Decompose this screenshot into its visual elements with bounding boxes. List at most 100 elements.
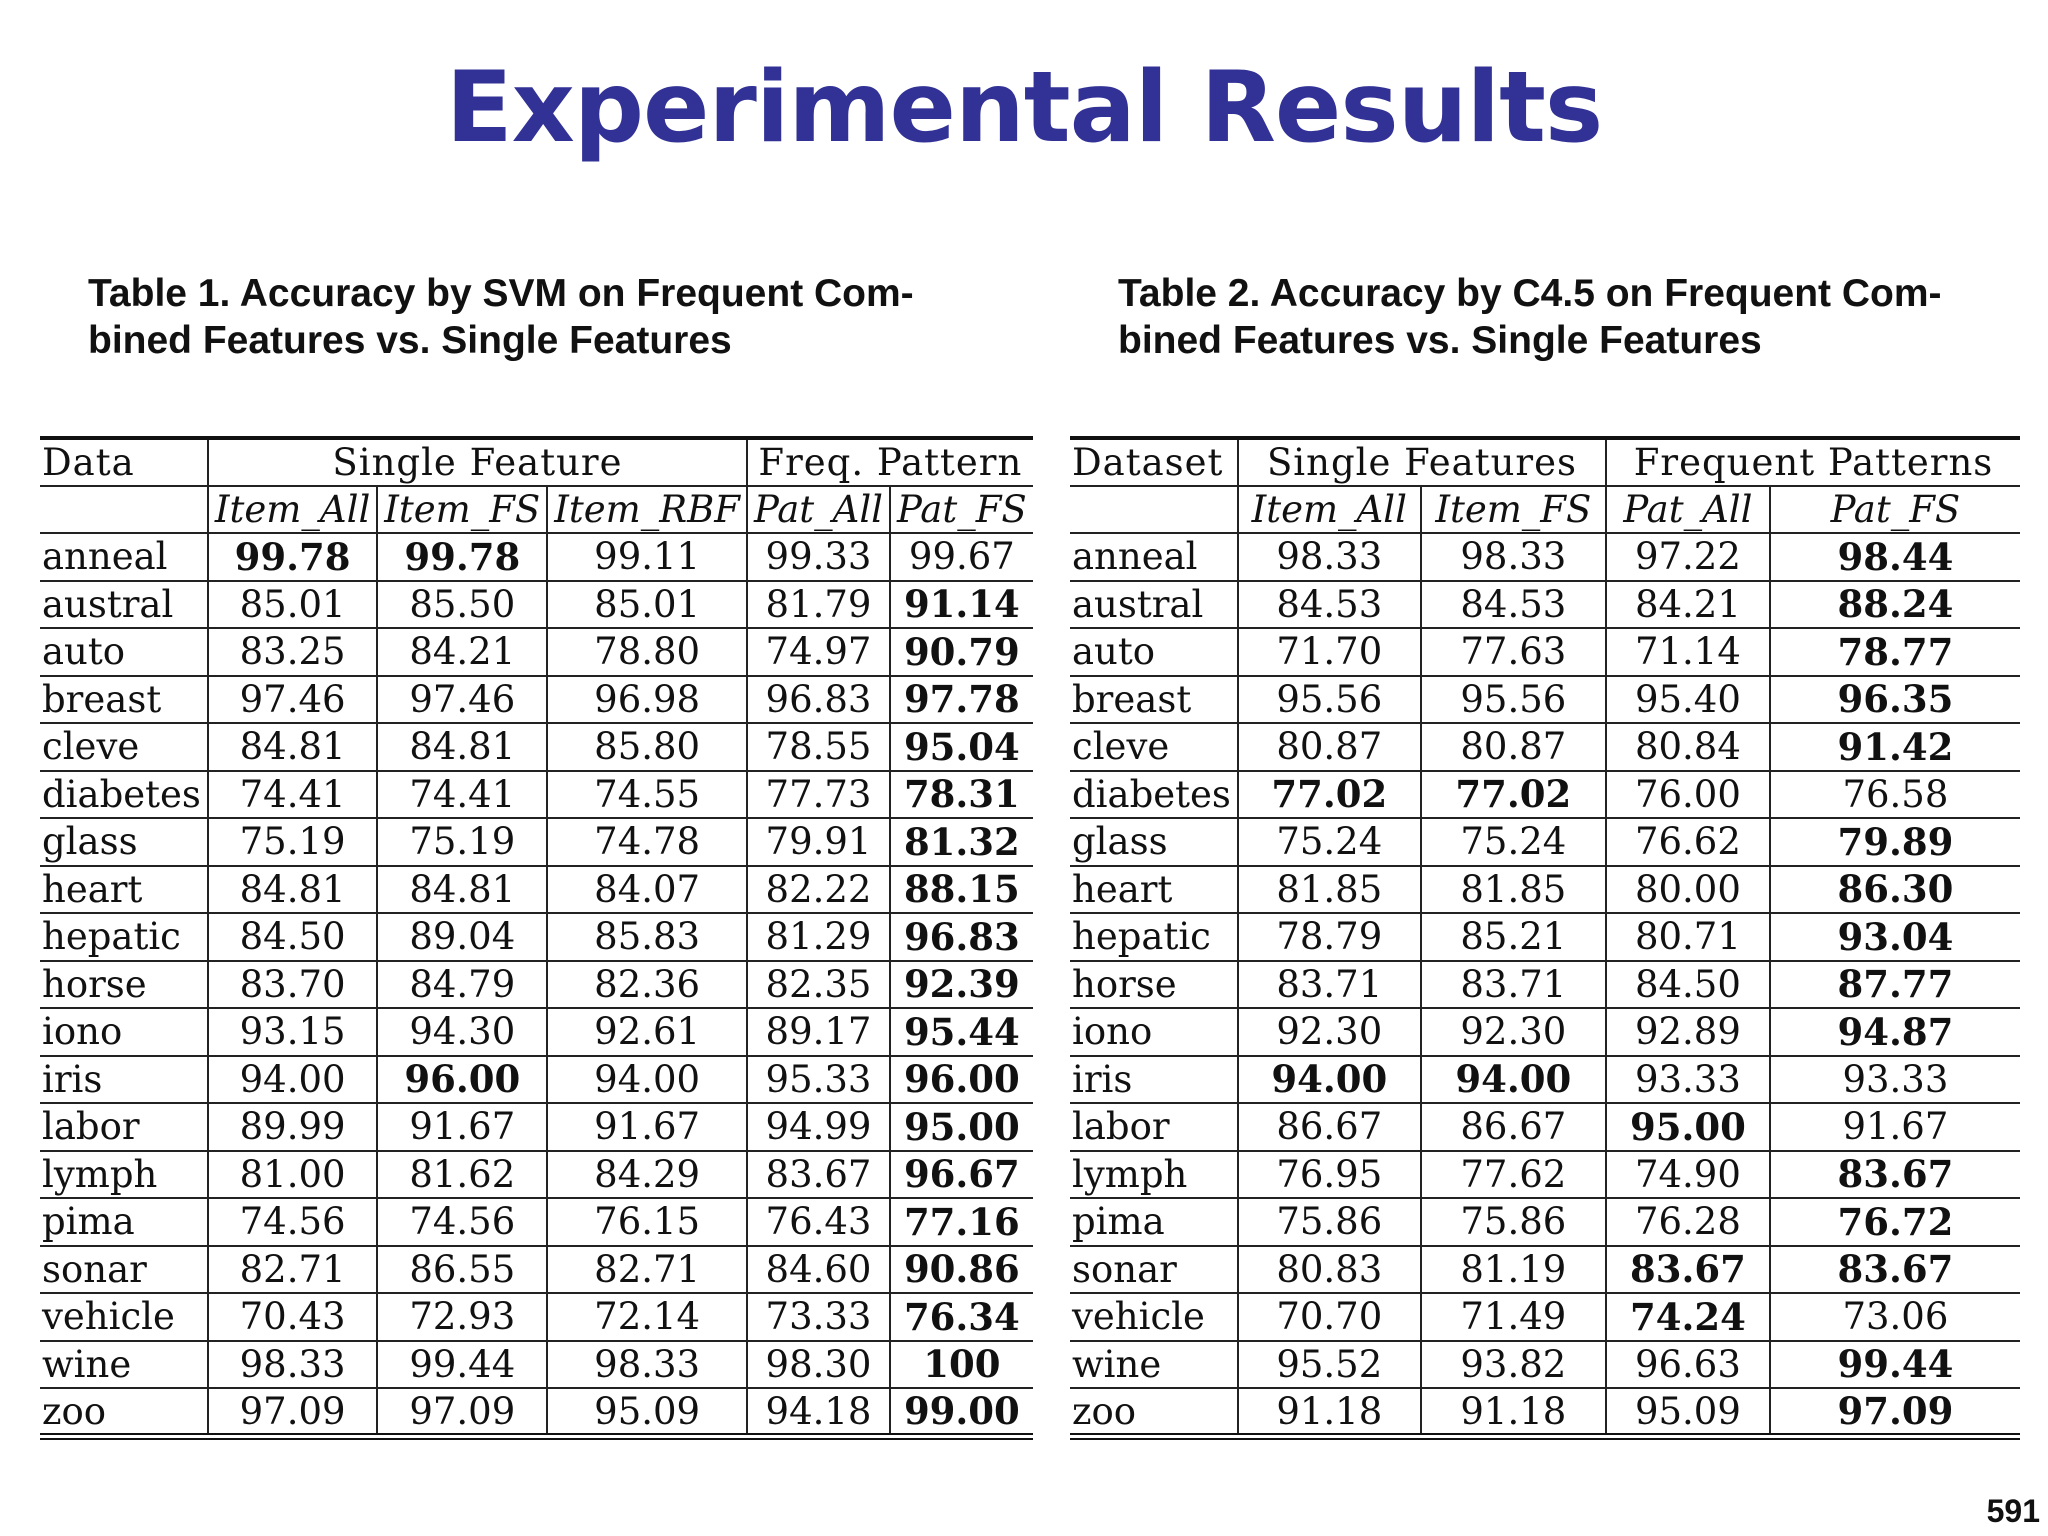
- accuracy-cell: 76.34: [890, 1293, 1033, 1342]
- table-row: vehicle 70.70 71.49 74.24 73.06: [1070, 1293, 2020, 1342]
- table-sub-header-row: Item_All Item_FS Pat_All Pat_FS: [1070, 485, 2020, 534]
- accuracy-cell: 96.83: [746, 675, 892, 724]
- table-row: lymph 76.95 77.62 74.90 83.67: [1070, 1150, 2020, 1199]
- accuracy-cell: 97.09: [377, 1388, 549, 1438]
- accuracy-cell: 83.25: [207, 628, 379, 677]
- accuracy-cell: 95.33: [746, 1055, 892, 1104]
- accuracy-cell: 97.22: [1606, 533, 1771, 582]
- accuracy-cell: 94.00: [1237, 1055, 1422, 1104]
- table-group-header-row: Data Single Feature Freq. Pattern: [40, 438, 1033, 487]
- accuracy-cell: 98.33: [207, 1340, 379, 1389]
- accuracy-cell: 95.04: [890, 723, 1033, 772]
- accuracy-cell: 89.04: [377, 913, 549, 962]
- accuracy-cell: 98.33: [1237, 533, 1422, 582]
- header-item-rbf: Item_RBF: [547, 485, 748, 534]
- accuracy-cell: 71.49: [1420, 1293, 1608, 1342]
- table-row: horse 83.71 83.71 84.50 87.77: [1070, 960, 2020, 1009]
- accuracy-cell: 76.28: [1606, 1198, 1771, 1247]
- c45-accuracy-table: Dataset Single Features Frequent Pattern…: [1070, 436, 2020, 1440]
- table1-caption-line2: bined Features vs. Single Features: [88, 319, 732, 362]
- accuracy-cell: 96.98: [547, 675, 748, 724]
- accuracy-cell: 97.09: [207, 1388, 379, 1438]
- dataset-name-cell: horse: [40, 960, 209, 1009]
- dataset-name-cell: breast: [40, 675, 209, 724]
- accuracy-cell: 84.53: [1420, 580, 1608, 629]
- accuracy-cell: 84.81: [377, 865, 549, 914]
- accuracy-cell: 80.00: [1606, 865, 1771, 914]
- accuracy-cell: 78.31: [890, 770, 1033, 819]
- dataset-name-cell: wine: [1070, 1340, 1239, 1389]
- dataset-name-cell: pima: [1070, 1198, 1239, 1247]
- accuracy-cell: 85.80: [547, 723, 748, 772]
- accuracy-cell: 96.67: [890, 1150, 1033, 1199]
- dataset-name-cell: heart: [1070, 865, 1239, 914]
- accuracy-cell: 85.50: [377, 580, 549, 629]
- accuracy-cell: 99.78: [377, 533, 549, 582]
- table-row: zoo 97.09 97.09 95.09 94.18 99.00: [40, 1388, 1033, 1438]
- accuracy-cell: 74.24: [1606, 1293, 1771, 1342]
- accuracy-cell: 96.00: [890, 1055, 1033, 1104]
- accuracy-cell: 85.21: [1420, 913, 1608, 962]
- dataset-name-cell: zoo: [40, 1388, 209, 1438]
- table-row: glass 75.19 75.19 74.78 79.91 81.32: [40, 818, 1033, 867]
- accuracy-cell: 81.00: [207, 1150, 379, 1199]
- accuracy-cell: 94.99: [746, 1103, 892, 1152]
- table-row: auto 83.25 84.21 78.80 74.97 90.79: [40, 628, 1033, 677]
- accuracy-cell: 92.30: [1420, 1008, 1608, 1057]
- accuracy-cell: 83.67: [1769, 1245, 2020, 1294]
- dataset-name-cell: labor: [40, 1103, 209, 1152]
- table-row: horse 83.70 84.79 82.36 82.35 92.39: [40, 960, 1033, 1009]
- table-row: cleve 84.81 84.81 85.80 78.55 95.04: [40, 723, 1033, 772]
- accuracy-cell: 99.44: [377, 1340, 549, 1389]
- accuracy-cell: 77.16: [890, 1198, 1033, 1247]
- table-row: breast 95.56 95.56 95.40 96.35: [1070, 675, 2020, 724]
- accuracy-cell: 91.18: [1420, 1388, 1608, 1438]
- table1-caption: Table 1. Accuracy by SVM on Frequent Com…: [88, 270, 988, 364]
- accuracy-cell: 91.67: [547, 1103, 748, 1152]
- table2-body: anneal 98.33 98.33 97.22 98.44 austral 84.53 84…: [1070, 533, 2020, 1438]
- accuracy-cell: 84.07: [547, 865, 748, 914]
- dataset-name-cell: auto: [1070, 628, 1239, 677]
- accuracy-cell: 78.79: [1237, 913, 1422, 962]
- accuracy-cell: 97.46: [377, 675, 549, 724]
- accuracy-cell: 94.00: [207, 1055, 379, 1104]
- accuracy-cell: 82.71: [207, 1245, 379, 1294]
- accuracy-cell: 91.14: [890, 580, 1033, 629]
- table-row: lymph 81.00 81.62 84.29 83.67 96.67: [40, 1150, 1033, 1199]
- table2-caption-line2: bined Features vs. Single Features: [1118, 319, 1762, 362]
- accuracy-cell: 93.04: [1769, 913, 2020, 962]
- accuracy-cell: 82.71: [547, 1245, 748, 1294]
- accuracy-cell: 74.56: [207, 1198, 379, 1247]
- header-freq-pattern: Freq. Pattern: [746, 438, 1033, 487]
- dataset-name-cell: cleve: [40, 723, 209, 772]
- dataset-name-cell: iris: [1070, 1055, 1239, 1104]
- accuracy-cell: 83.67: [746, 1150, 892, 1199]
- svm-accuracy-table: Data Single Feature Freq. Pattern Item_A…: [40, 436, 1033, 1440]
- accuracy-cell: 95.00: [1606, 1103, 1771, 1152]
- accuracy-cell: 89.99: [207, 1103, 379, 1152]
- header-item-fs: Item_FS: [377, 485, 549, 534]
- accuracy-cell: 91.67: [377, 1103, 549, 1152]
- accuracy-cell: 76.62: [1606, 818, 1771, 867]
- accuracy-cell: 77.02: [1237, 770, 1422, 819]
- header-pat-fs: Pat_FS: [1769, 485, 2020, 534]
- accuracy-cell: 77.73: [746, 770, 892, 819]
- dataset-name-cell: hepatic: [1070, 913, 1239, 962]
- accuracy-cell: 70.43: [207, 1293, 379, 1342]
- dataset-name-cell: hepatic: [40, 913, 209, 962]
- dataset-name-cell: wine: [40, 1340, 209, 1389]
- accuracy-cell: 99.44: [1769, 1340, 2020, 1389]
- accuracy-cell: 75.19: [207, 818, 379, 867]
- accuracy-cell: 79.91: [746, 818, 892, 867]
- slide-title: Experimental Results: [445, 51, 1604, 165]
- header-single-features: Single Features: [1237, 438, 1608, 487]
- accuracy-cell: 90.86: [890, 1245, 1033, 1294]
- table-row: zoo 91.18 91.18 95.09 97.09: [1070, 1388, 2020, 1438]
- accuracy-cell: 88.24: [1769, 580, 2020, 629]
- accuracy-cell: 74.78: [547, 818, 748, 867]
- accuracy-cell: 94.30: [377, 1008, 549, 1057]
- accuracy-cell: 71.70: [1237, 628, 1422, 677]
- accuracy-cell: 74.90: [1606, 1150, 1771, 1199]
- dataset-name-cell: pima: [40, 1198, 209, 1247]
- dataset-name-cell: breast: [1070, 675, 1239, 724]
